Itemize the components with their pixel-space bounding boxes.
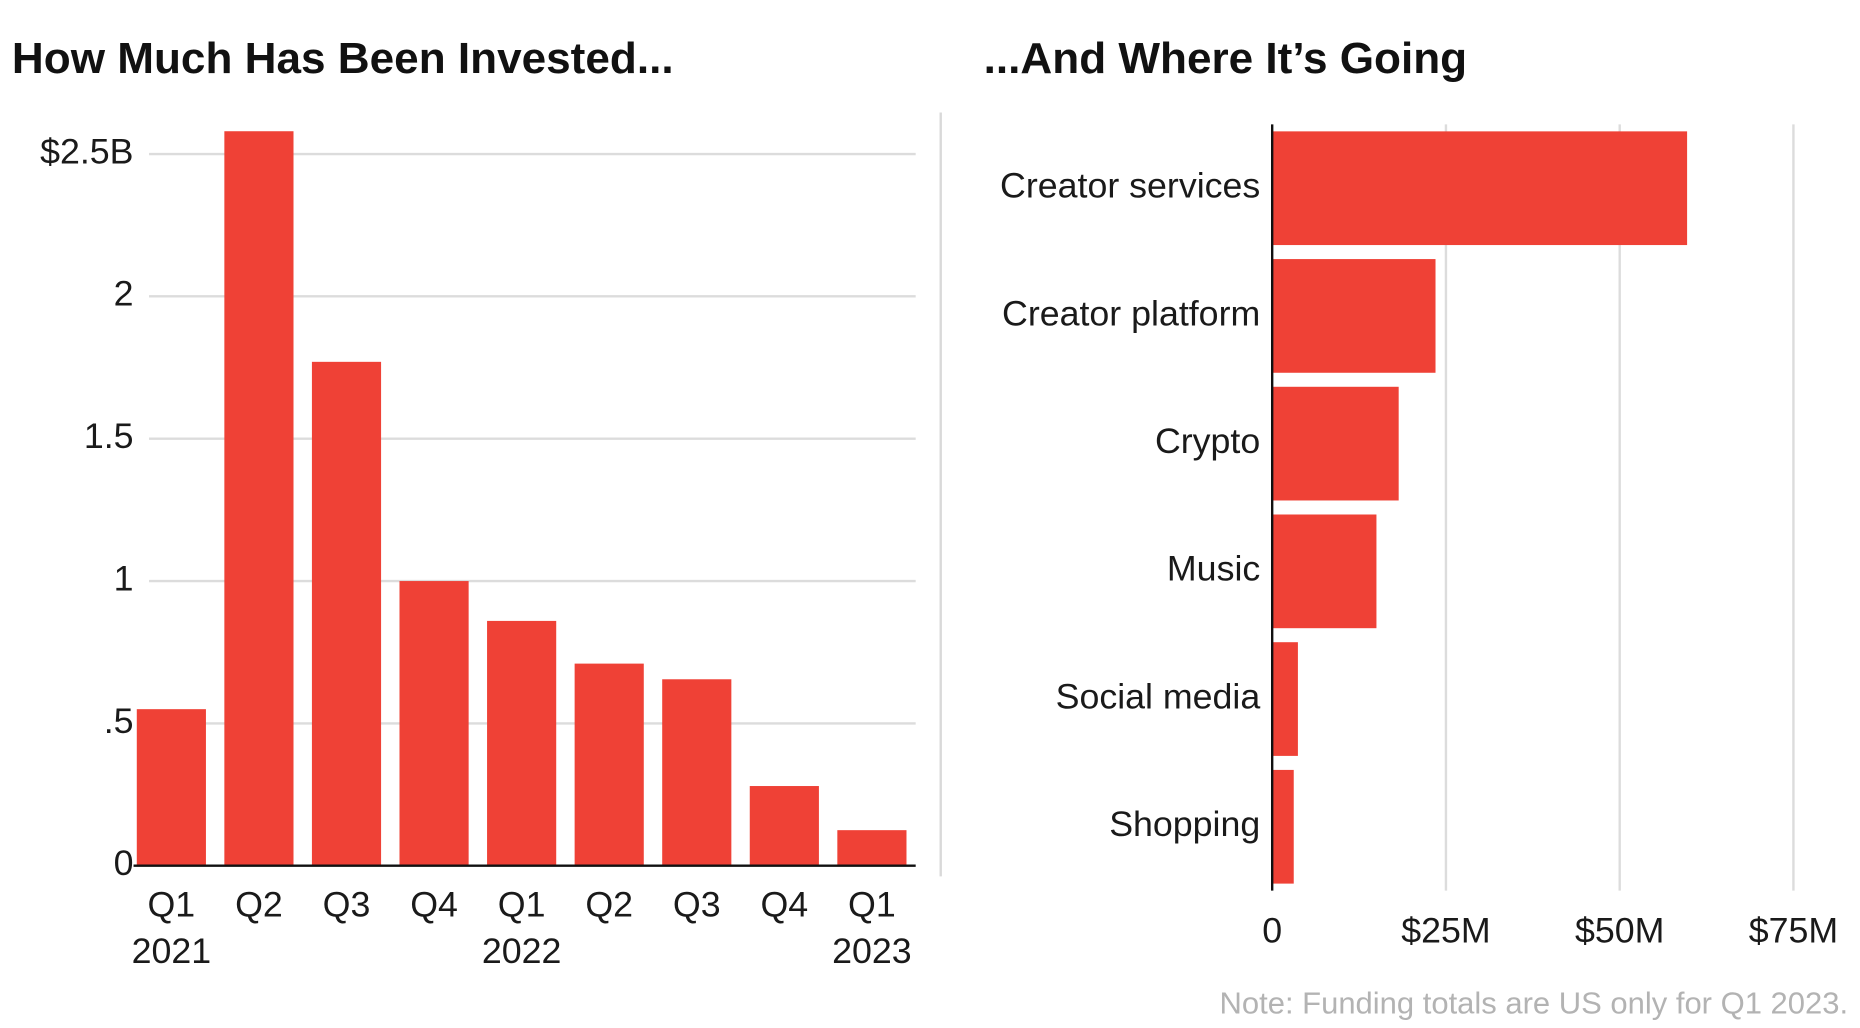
x-group-label: 2023 — [832, 931, 912, 971]
x-tick-label: Q2 — [585, 885, 633, 925]
y-tick-label: $2.5B — [40, 132, 133, 172]
x-tick-label: Q3 — [323, 885, 371, 925]
bar — [399, 581, 469, 866]
y-tick-label: 0 — [114, 843, 134, 883]
y-tick-label: Shopping — [1109, 804, 1260, 844]
bar — [1272, 514, 1377, 629]
x-tick-label: Q2 — [235, 885, 283, 925]
chart-title: How Much Has Been Invested... — [12, 34, 674, 83]
bar — [749, 786, 819, 866]
x-tick-label: $75M — [1749, 911, 1838, 951]
y-tick-label: .5 — [104, 701, 134, 741]
y-tick-label: Crypto — [1155, 421, 1260, 461]
y-tick-label: 1 — [114, 559, 134, 599]
x-tick-label: Q1 — [148, 885, 196, 925]
y-tick-label: 1.5 — [84, 416, 134, 456]
bar — [1272, 131, 1688, 246]
y-tick-label: Creator services — [1000, 166, 1260, 206]
x-tick-label: Q4 — [410, 885, 458, 925]
bar — [837, 830, 907, 866]
x-group-label: 2021 — [132, 931, 212, 971]
y-tick-label: Social media — [1056, 677, 1261, 717]
x-tick-label: 0 — [1262, 911, 1282, 951]
bar — [224, 131, 294, 866]
bar — [136, 709, 206, 866]
y-tick-label: Creator platform — [1002, 293, 1260, 333]
bar — [1272, 386, 1399, 501]
x-tick-label: $50M — [1575, 911, 1664, 951]
bar — [1272, 642, 1298, 756]
x-tick-label: Q4 — [760, 885, 808, 925]
bar — [1272, 769, 1294, 884]
bar — [574, 663, 644, 866]
bar — [311, 361, 382, 866]
y-tick-label: Music — [1167, 549, 1260, 589]
bar — [1272, 259, 1436, 373]
x-tick-label: Q1 — [848, 885, 896, 925]
bar — [662, 679, 732, 866]
x-tick-label: Q1 — [498, 885, 546, 925]
bar — [487, 620, 557, 866]
y-tick-label: 2 — [114, 274, 134, 314]
x-tick-label: $25M — [1401, 911, 1490, 951]
x-group-label: 2022 — [482, 931, 562, 971]
x-tick-label: Q3 — [673, 885, 721, 925]
chart-title: ...And Where It’s Going — [984, 34, 1467, 83]
note: Note: Funding totals are US only for Q1 … — [1220, 986, 1849, 1021]
